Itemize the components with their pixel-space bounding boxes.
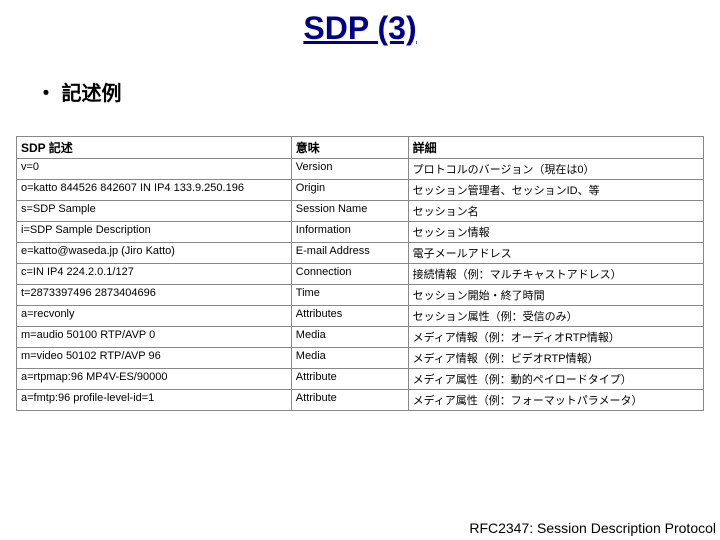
table-row: m=video 50102 RTP/AVP 96Mediaメディア情報（例：ビデ… — [17, 348, 704, 369]
table-header-row: SDP 記述 意味 詳細 — [17, 137, 704, 159]
table-cell: Attribute — [291, 369, 408, 390]
table-cell: Media — [291, 327, 408, 348]
table-cell: Attribute — [291, 390, 408, 411]
col-header-detail: 詳細 — [408, 137, 703, 159]
page-title: SDP (3) — [0, 0, 720, 47]
table-row: m=audio 50100 RTP/AVP 0Mediaメディア情報（例：オーデ… — [17, 327, 704, 348]
footer-rfc-note: RFC2347: Session Description Protocol — [469, 520, 716, 536]
table-cell: メディア情報（例：ビデオRTP情報） — [408, 348, 703, 369]
table-cell: v=0 — [17, 159, 292, 180]
bullet-example-label: ・ 記述例 — [36, 77, 720, 106]
table-cell: メディア属性（例：動的ペイロードタイプ） — [408, 369, 703, 390]
table-cell: 電子メールアドレス — [408, 243, 703, 264]
table-row: o=katto 844526 842607 IN IP4 133.9.250.1… — [17, 180, 704, 201]
sdp-table: SDP 記述 意味 詳細 v=0Versionプロトコルのバージョン（現在は0）… — [16, 136, 704, 411]
table-cell: セッション情報 — [408, 222, 703, 243]
table-cell: i=SDP Sample Description — [17, 222, 292, 243]
table-row: a=recvonlyAttributesセッション属性（例：受信のみ） — [17, 306, 704, 327]
table-cell: メディア属性（例：フォーマットパラメータ） — [408, 390, 703, 411]
sdp-table-container: SDP 記述 意味 詳細 v=0Versionプロトコルのバージョン（現在は0）… — [16, 136, 704, 411]
table-cell: m=video 50102 RTP/AVP 96 — [17, 348, 292, 369]
table-row: s=SDP SampleSession Nameセッション名 — [17, 201, 704, 222]
table-cell: プロトコルのバージョン（現在は0） — [408, 159, 703, 180]
table-body: v=0Versionプロトコルのバージョン（現在は0）o=katto 84452… — [17, 159, 704, 411]
table-cell: Information — [291, 222, 408, 243]
table-row: t=2873397496 2873404696Timeセッション開始・終了時間 — [17, 285, 704, 306]
table-cell: t=2873397496 2873404696 — [17, 285, 292, 306]
table-cell: Origin — [291, 180, 408, 201]
table-row: a=rtpmap:96 MP4V-ES/90000Attributeメディア属性… — [17, 369, 704, 390]
table-cell: a=recvonly — [17, 306, 292, 327]
table-cell: Attributes — [291, 306, 408, 327]
table-row: v=0Versionプロトコルのバージョン（現在は0） — [17, 159, 704, 180]
table-cell: a=fmtp:96 profile-level-id=1 — [17, 390, 292, 411]
table-row: e=katto@waseda.jp (Jiro Katto)E-mail Add… — [17, 243, 704, 264]
table-cell: Connection — [291, 264, 408, 285]
table-cell: Session Name — [291, 201, 408, 222]
table-cell: E-mail Address — [291, 243, 408, 264]
table-cell: Media — [291, 348, 408, 369]
table-row: a=fmtp:96 profile-level-id=1Attributeメディ… — [17, 390, 704, 411]
table-cell: Version — [291, 159, 408, 180]
table-row: c=IN IP4 224.2.0.1/127Connection接続情報（例：マ… — [17, 264, 704, 285]
col-header-sdp: SDP 記述 — [17, 137, 292, 159]
table-cell: s=SDP Sample — [17, 201, 292, 222]
table-cell: メディア情報（例：オーディオRTP情報） — [408, 327, 703, 348]
col-header-meaning: 意味 — [291, 137, 408, 159]
table-cell: e=katto@waseda.jp (Jiro Katto) — [17, 243, 292, 264]
table-row: i=SDP Sample DescriptionInformationセッション… — [17, 222, 704, 243]
table-cell: o=katto 844526 842607 IN IP4 133.9.250.1… — [17, 180, 292, 201]
table-cell: セッション属性（例：受信のみ） — [408, 306, 703, 327]
table-cell: c=IN IP4 224.2.0.1/127 — [17, 264, 292, 285]
table-cell: セッション名 — [408, 201, 703, 222]
table-cell: 接続情報（例：マルチキャストアドレス） — [408, 264, 703, 285]
table-cell: Time — [291, 285, 408, 306]
table-cell: a=rtpmap:96 MP4V-ES/90000 — [17, 369, 292, 390]
table-cell: セッション開始・終了時間 — [408, 285, 703, 306]
table-cell: m=audio 50100 RTP/AVP 0 — [17, 327, 292, 348]
table-cell: セッション管理者、セッションID、等 — [408, 180, 703, 201]
